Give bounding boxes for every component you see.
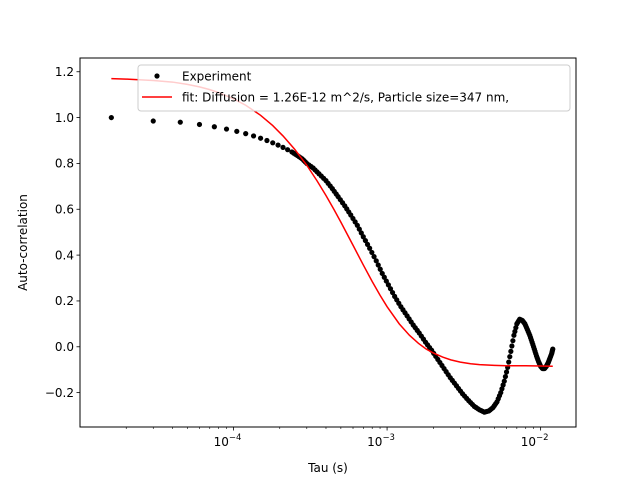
x-tick-label: 10−4: [214, 433, 242, 449]
y-tick-label: −0.2: [45, 386, 74, 400]
x-tick-label-exponent: −2: [536, 433, 549, 443]
x-tick-label-exponent: −3: [382, 433, 395, 443]
experiment-point: [510, 338, 516, 344]
legend-box: [137, 64, 571, 112]
x-tick-label-exponent: −4: [229, 433, 242, 443]
experiment-point: [506, 359, 512, 365]
fit-line: [111, 77, 553, 368]
experiment-point: [377, 266, 383, 272]
axes-layer: −0.20.00.20.40.60.81.01.210−4 10−3 10−2: [45, 65, 549, 449]
experiment-point: [385, 282, 391, 288]
plot-frame: [79, 57, 577, 428]
legend: Experiment fit: Diffusion = 1.26E-12 m^2…: [137, 64, 571, 112]
y-tick-label: 1.2: [55, 65, 74, 79]
experiment-point: [211, 124, 217, 130]
x-tick-label-base: 10: [521, 435, 536, 449]
legend-label-fit: fit: Diffusion = 1.26E-12 m^2/s, Particl…: [182, 91, 509, 105]
experiment-point: [356, 226, 362, 232]
y-tick-label: 0.2: [55, 294, 74, 308]
experiment-point: [234, 128, 240, 134]
y-tick-label: 1.0: [55, 111, 74, 125]
experiment-point: [280, 144, 286, 150]
experiment-point: [387, 286, 394, 292]
experiment-point: [367, 245, 373, 251]
experiment-point: [196, 121, 203, 128]
experiment-point: [358, 230, 364, 236]
experiment-point: [150, 118, 156, 124]
experiment-point: [108, 114, 114, 121]
experiment-point: [371, 254, 377, 260]
y-axis-label: Auto-correlation: [16, 194, 30, 291]
experiment-point: [364, 241, 371, 248]
y-tick-label: 0.6: [55, 203, 74, 217]
x-tick-label: 10−2: [521, 433, 549, 449]
y-tick-label: 0.0: [55, 340, 74, 354]
x-tick-label-base: 10: [367, 435, 382, 449]
plot-layer: [108, 77, 556, 415]
y-tick-label: 0.8: [55, 157, 74, 171]
experiment-point: [383, 278, 389, 284]
x-axis-label: Tau (s): [307, 461, 348, 475]
experiment-point: [509, 343, 515, 349]
experiment-point: [360, 234, 366, 240]
experiment-point: [270, 140, 276, 146]
experiment-point: [375, 262, 381, 268]
experiment-point: [507, 354, 513, 360]
experiment-point: [362, 237, 369, 244]
legend-label-experiment: Experiment: [182, 70, 252, 84]
experiment-point: [503, 369, 510, 375]
experiment-point: [502, 373, 509, 380]
experiment-point: [354, 222, 360, 228]
y-tick-label: 0.4: [55, 248, 74, 262]
x-tick-label-base: 10: [214, 435, 229, 449]
experiment-point: [508, 348, 514, 354]
experiment-point: [243, 131, 249, 137]
experiment-point: [369, 249, 375, 256]
experiment-point: [285, 147, 291, 153]
experiment-point: [257, 135, 264, 141]
experiment-point: [381, 274, 387, 280]
experiment-point: [275, 142, 281, 148]
experiment-point: [264, 137, 270, 144]
experiment-point: [389, 289, 396, 296]
experiment-point: [379, 270, 385, 277]
experiment-point: [373, 258, 379, 264]
experiment-point: [550, 346, 556, 352]
x-tick-label: 10−3: [367, 433, 395, 449]
legend-marker-experiment: [154, 73, 160, 79]
experiment-point: [177, 119, 183, 125]
experiment-point: [250, 133, 257, 139]
experiment-point: [223, 126, 230, 132]
experiment-point: [501, 378, 507, 384]
